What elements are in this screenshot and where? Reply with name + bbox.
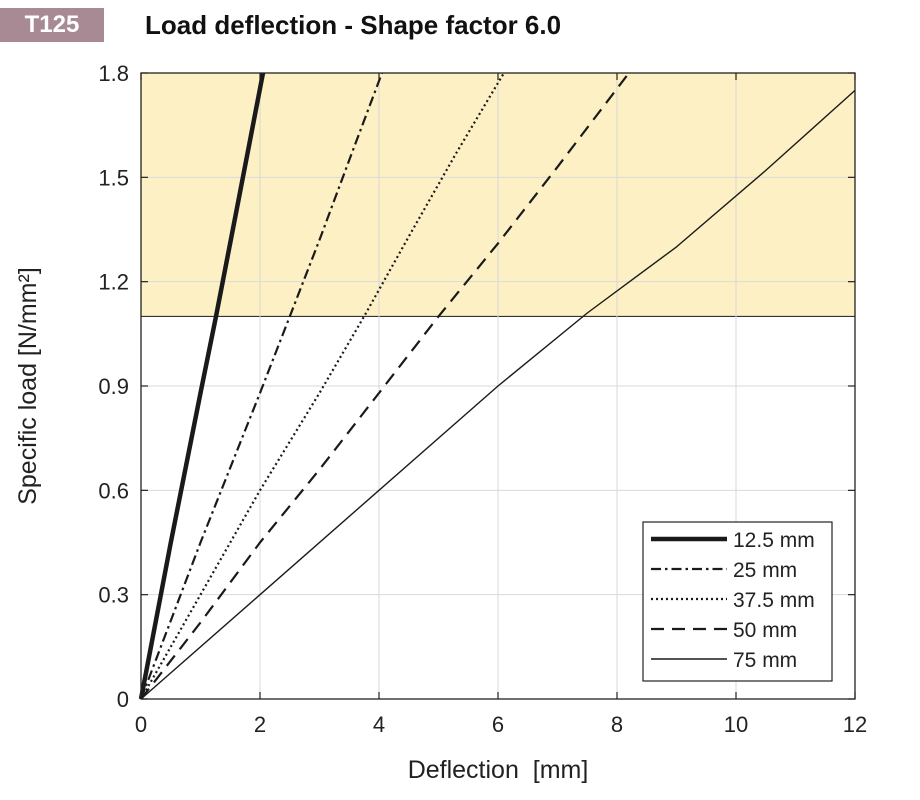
y-tick-label: 0 — [117, 687, 129, 712]
y-tick-label: 0.9 — [98, 374, 129, 399]
x-axis-label: Deflection [mm] — [408, 756, 589, 784]
series-line-25-mm — [139, 72, 384, 700]
series-badge: T125 — [0, 8, 104, 42]
series-line-37-5-mm — [140, 72, 505, 700]
y-tick-label: 1.8 — [98, 61, 129, 86]
y-tick-label: 0.3 — [98, 583, 129, 608]
x-tick-label: 0 — [135, 712, 147, 737]
legend-label: 37.5 mm — [733, 589, 815, 612]
x-tick-label: 10 — [724, 712, 748, 737]
chart-title: Load deflection - Shape factor 6.0 — [145, 10, 562, 40]
legend: 12.5 mm 25 mm 37.5 mm 50 mm 75 mm — [642, 521, 833, 682]
y-tick-label: 1.5 — [98, 165, 129, 190]
legend-label: 75 mm — [733, 649, 797, 672]
y-tick-label: 0.6 — [98, 478, 129, 503]
legend-label: 12.5 mm — [733, 529, 815, 552]
x-tick-label: 8 — [611, 712, 623, 737]
legend-label: 25 mm — [733, 559, 797, 582]
y-axis-label: Specific load [N/mm²] — [14, 267, 42, 505]
series-line-12-5-mm — [138, 72, 266, 700]
legend-box — [642, 521, 833, 682]
x-tick-label: 12 — [843, 712, 867, 737]
y-tick-label: 1.2 — [98, 270, 129, 295]
legend-label: 50 mm — [733, 619, 797, 642]
x-tick-label: 6 — [492, 712, 504, 737]
x-tick-label: 4 — [373, 712, 385, 737]
x-tick-label: 2 — [254, 712, 266, 737]
series-line-75-mm — [140, 89, 856, 700]
series-line-50-mm — [140, 72, 630, 700]
